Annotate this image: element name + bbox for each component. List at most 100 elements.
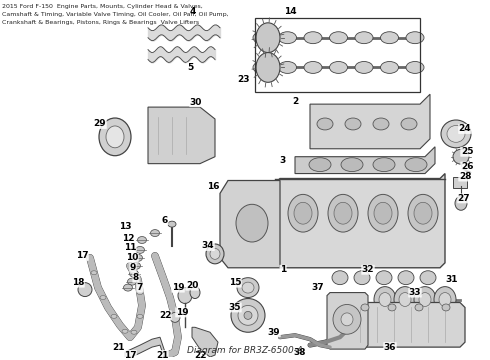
Ellipse shape (381, 62, 398, 73)
Text: 22: 22 (194, 351, 206, 360)
Ellipse shape (334, 202, 352, 224)
Ellipse shape (210, 248, 220, 259)
Text: 19: 19 (176, 308, 188, 317)
Ellipse shape (332, 271, 348, 285)
Ellipse shape (91, 271, 97, 275)
Text: 1: 1 (280, 265, 286, 274)
Text: 28: 28 (459, 172, 471, 181)
Ellipse shape (131, 262, 141, 269)
Text: 11: 11 (124, 243, 136, 252)
Text: 20: 20 (186, 281, 198, 290)
Ellipse shape (256, 23, 280, 53)
Text: 2015 Ford F-150  Engine Parts, Mounts, Cylinder Head & Valves,: 2015 Ford F-150 Engine Parts, Mounts, Cy… (2, 4, 203, 9)
Ellipse shape (138, 237, 147, 243)
Text: 14: 14 (284, 8, 296, 17)
Ellipse shape (244, 311, 252, 319)
Ellipse shape (294, 202, 312, 224)
Ellipse shape (231, 298, 265, 332)
Text: 9: 9 (130, 263, 136, 272)
Ellipse shape (123, 284, 132, 291)
Ellipse shape (190, 287, 200, 298)
Text: 4: 4 (190, 8, 196, 17)
Ellipse shape (253, 62, 271, 73)
Ellipse shape (442, 304, 450, 311)
Text: 24: 24 (459, 125, 471, 134)
Text: 31: 31 (446, 275, 458, 284)
Text: 35: 35 (229, 303, 241, 312)
Text: 36: 36 (384, 343, 396, 352)
Ellipse shape (399, 293, 411, 306)
Text: 12: 12 (122, 234, 134, 243)
Ellipse shape (122, 329, 128, 333)
Ellipse shape (278, 32, 296, 44)
Ellipse shape (127, 278, 137, 285)
Ellipse shape (414, 202, 432, 224)
Polygon shape (350, 302, 465, 347)
Ellipse shape (78, 283, 92, 297)
Ellipse shape (441, 120, 471, 148)
Ellipse shape (242, 282, 254, 293)
Ellipse shape (374, 202, 392, 224)
Ellipse shape (401, 118, 417, 130)
Ellipse shape (106, 126, 124, 148)
Ellipse shape (398, 271, 414, 285)
Text: 21: 21 (112, 343, 124, 352)
Ellipse shape (317, 118, 333, 130)
Ellipse shape (238, 306, 258, 325)
Text: Camshaft & Timing, Variable Valve Timing, Oil Cooler, Oil Pan, Oil Pump,: Camshaft & Timing, Variable Valve Timing… (2, 12, 229, 17)
Ellipse shape (131, 271, 137, 275)
Text: 26: 26 (461, 162, 473, 171)
Bar (255, 18, 420, 92)
Text: 22: 22 (159, 311, 171, 320)
Ellipse shape (361, 304, 369, 311)
Text: 37: 37 (312, 283, 324, 292)
Ellipse shape (304, 32, 322, 44)
Text: 16: 16 (207, 182, 219, 191)
Ellipse shape (379, 293, 391, 306)
Ellipse shape (150, 230, 160, 237)
Ellipse shape (309, 158, 331, 172)
Ellipse shape (206, 244, 224, 264)
Ellipse shape (354, 271, 370, 285)
Ellipse shape (388, 304, 396, 311)
Ellipse shape (405, 158, 427, 172)
Text: 33: 33 (409, 288, 421, 297)
Ellipse shape (236, 204, 268, 242)
Polygon shape (295, 147, 435, 174)
Text: 34: 34 (202, 242, 214, 251)
Ellipse shape (178, 288, 192, 303)
Text: 18: 18 (72, 278, 84, 287)
Text: 30: 30 (190, 98, 202, 107)
Ellipse shape (131, 330, 137, 334)
Text: 17: 17 (75, 251, 88, 260)
Ellipse shape (237, 278, 259, 297)
Text: 19: 19 (172, 283, 184, 292)
Ellipse shape (414, 287, 436, 312)
Ellipse shape (420, 271, 436, 285)
Ellipse shape (129, 270, 139, 277)
Text: 7: 7 (137, 283, 143, 292)
Ellipse shape (408, 194, 438, 232)
Ellipse shape (373, 158, 395, 172)
Text: 25: 25 (461, 147, 473, 156)
Text: 8: 8 (133, 273, 139, 282)
Ellipse shape (329, 62, 347, 73)
Ellipse shape (329, 32, 347, 44)
Text: 39: 39 (268, 328, 280, 337)
Ellipse shape (376, 271, 392, 285)
Ellipse shape (453, 149, 469, 164)
Ellipse shape (394, 287, 416, 312)
Ellipse shape (373, 118, 389, 130)
Ellipse shape (137, 314, 143, 318)
Ellipse shape (304, 62, 322, 73)
Ellipse shape (328, 194, 358, 232)
Text: Diagram for BR3Z-6500-A: Diagram for BR3Z-6500-A (187, 346, 303, 355)
Text: 2: 2 (292, 97, 298, 106)
Ellipse shape (374, 287, 396, 312)
Text: 6: 6 (162, 216, 168, 225)
Text: Crankshaft & Bearings, Pistons, Rings & Bearings  Valve Lifters: Crankshaft & Bearings, Pistons, Rings & … (2, 20, 199, 25)
Polygon shape (125, 337, 165, 360)
Ellipse shape (406, 32, 424, 44)
Ellipse shape (419, 293, 431, 306)
Ellipse shape (381, 32, 398, 44)
